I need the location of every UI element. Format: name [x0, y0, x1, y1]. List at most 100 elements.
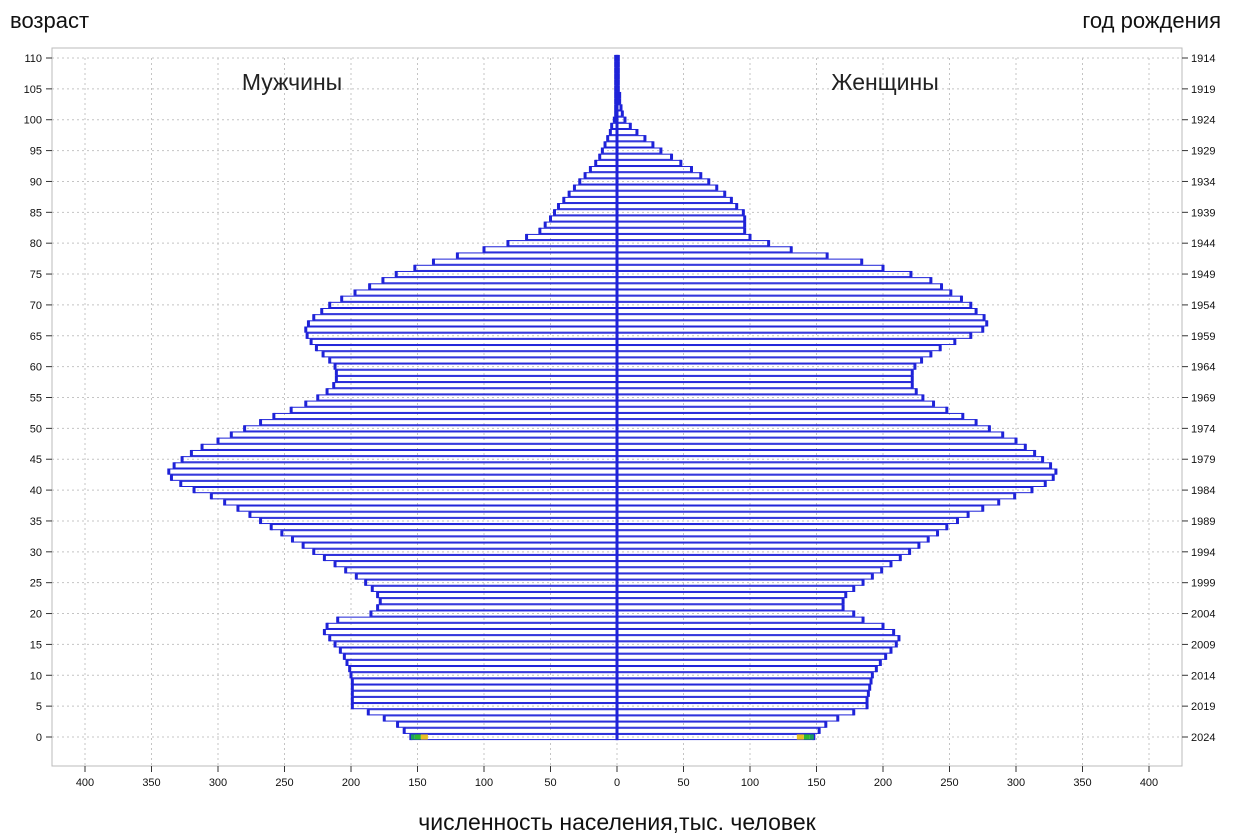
x-tick-label: 200	[342, 777, 360, 789]
male-bar	[379, 598, 618, 605]
female-bar	[616, 246, 792, 253]
female-bar	[616, 406, 948, 413]
female-bar	[616, 690, 869, 697]
male-bar	[339, 647, 618, 654]
age-axis-title: возраст	[10, 8, 90, 33]
female-bar	[616, 203, 738, 210]
female-bar	[616, 277, 932, 284]
female-bar	[616, 227, 746, 234]
male-bar	[237, 505, 618, 512]
male-bar	[273, 412, 618, 420]
age-tick-label: 60	[30, 362, 42, 374]
male-bar	[244, 425, 618, 432]
female-bar	[616, 727, 820, 734]
male-bar	[302, 542, 618, 549]
female-bar	[616, 653, 887, 660]
female-bar	[616, 252, 828, 259]
male-bar	[414, 264, 618, 271]
female-bar	[616, 314, 985, 321]
female-bar	[616, 320, 988, 327]
female-bar	[616, 585, 855, 592]
male-bar	[432, 258, 618, 265]
age-tick-label: 5	[36, 701, 42, 713]
male-bar	[322, 351, 618, 358]
female-bar	[616, 351, 932, 358]
x-tick-label: 350	[1073, 777, 1091, 789]
male-bar	[334, 561, 618, 568]
x-tick-label: 150	[408, 777, 426, 789]
male-bar	[589, 166, 618, 173]
female-bar	[616, 536, 929, 543]
male-bar	[403, 727, 618, 734]
male-age0-band	[410, 734, 415, 740]
x-tick-label: 400	[1140, 777, 1158, 789]
female-bar	[616, 338, 956, 346]
female-bar	[616, 221, 746, 228]
male-bar	[310, 338, 618, 346]
female-bar	[616, 573, 873, 580]
female-bar	[616, 369, 913, 376]
year-tick-label: 1964	[1191, 362, 1215, 374]
male-panel-label: Мужчины	[242, 69, 342, 95]
male-bar	[563, 196, 618, 204]
x-tick-label: 150	[807, 777, 825, 789]
year-tick-label: 2019	[1191, 701, 1215, 713]
male-bar	[351, 690, 618, 697]
age-tick-label: 40	[30, 485, 42, 497]
female-bar	[616, 295, 962, 302]
female-bar	[616, 209, 744, 216]
age-tick-label: 55	[30, 393, 42, 405]
female-bar	[616, 696, 868, 704]
year-tick-label: 1959	[1191, 331, 1215, 343]
female-bar	[616, 715, 839, 722]
female-bar	[616, 135, 646, 142]
female-bar	[616, 443, 1026, 450]
age-tick-label: 75	[30, 269, 42, 281]
female-bar	[616, 412, 964, 420]
year-tick-label: 1974	[1191, 423, 1215, 435]
female-bar	[616, 721, 827, 728]
x-tick-label: 100	[475, 777, 493, 789]
age-tick-label: 105	[24, 84, 42, 96]
male-bar	[313, 314, 618, 321]
female-bar	[616, 166, 692, 173]
female-bar	[616, 554, 901, 562]
female-bar	[616, 172, 702, 179]
male-bar	[341, 295, 618, 302]
male-bar	[354, 289, 618, 296]
male-bar	[377, 591, 618, 599]
age-tick-label: 20	[30, 609, 42, 621]
age-tick-label: 10	[30, 670, 42, 682]
year-tick-label: 1994	[1191, 547, 1215, 559]
male-bar	[323, 554, 618, 562]
female-bar	[616, 128, 638, 136]
year-tick-label: 1924	[1191, 115, 1215, 127]
male-bar	[349, 666, 618, 673]
male-bar	[604, 141, 618, 148]
age-tick-label: 95	[30, 146, 42, 158]
male-bar	[355, 573, 618, 580]
year-tick-label: 1999	[1191, 578, 1215, 590]
x-tick-label: 300	[209, 777, 227, 789]
female-bar	[616, 672, 873, 679]
x-tick-label: 200	[874, 777, 892, 789]
female-bar	[616, 289, 952, 296]
female-bar	[616, 159, 682, 167]
year-tick-label: 1954	[1191, 300, 1215, 312]
age-tick-label: 45	[30, 454, 42, 466]
x-tick-label: 400	[76, 777, 94, 789]
female-bar	[616, 511, 969, 518]
male-bar	[568, 190, 618, 197]
male-bar	[526, 233, 618, 241]
x-tick-label: 0	[614, 777, 620, 789]
male-bar	[210, 493, 618, 500]
male-bar	[201, 443, 618, 450]
male-bar	[544, 221, 618, 228]
female-bar	[616, 499, 1000, 506]
male-bar	[270, 524, 618, 531]
female-bar	[616, 684, 871, 691]
age-tick-label: 25	[30, 578, 42, 590]
male-bar	[584, 172, 618, 179]
axes	[46, 47, 1188, 772]
